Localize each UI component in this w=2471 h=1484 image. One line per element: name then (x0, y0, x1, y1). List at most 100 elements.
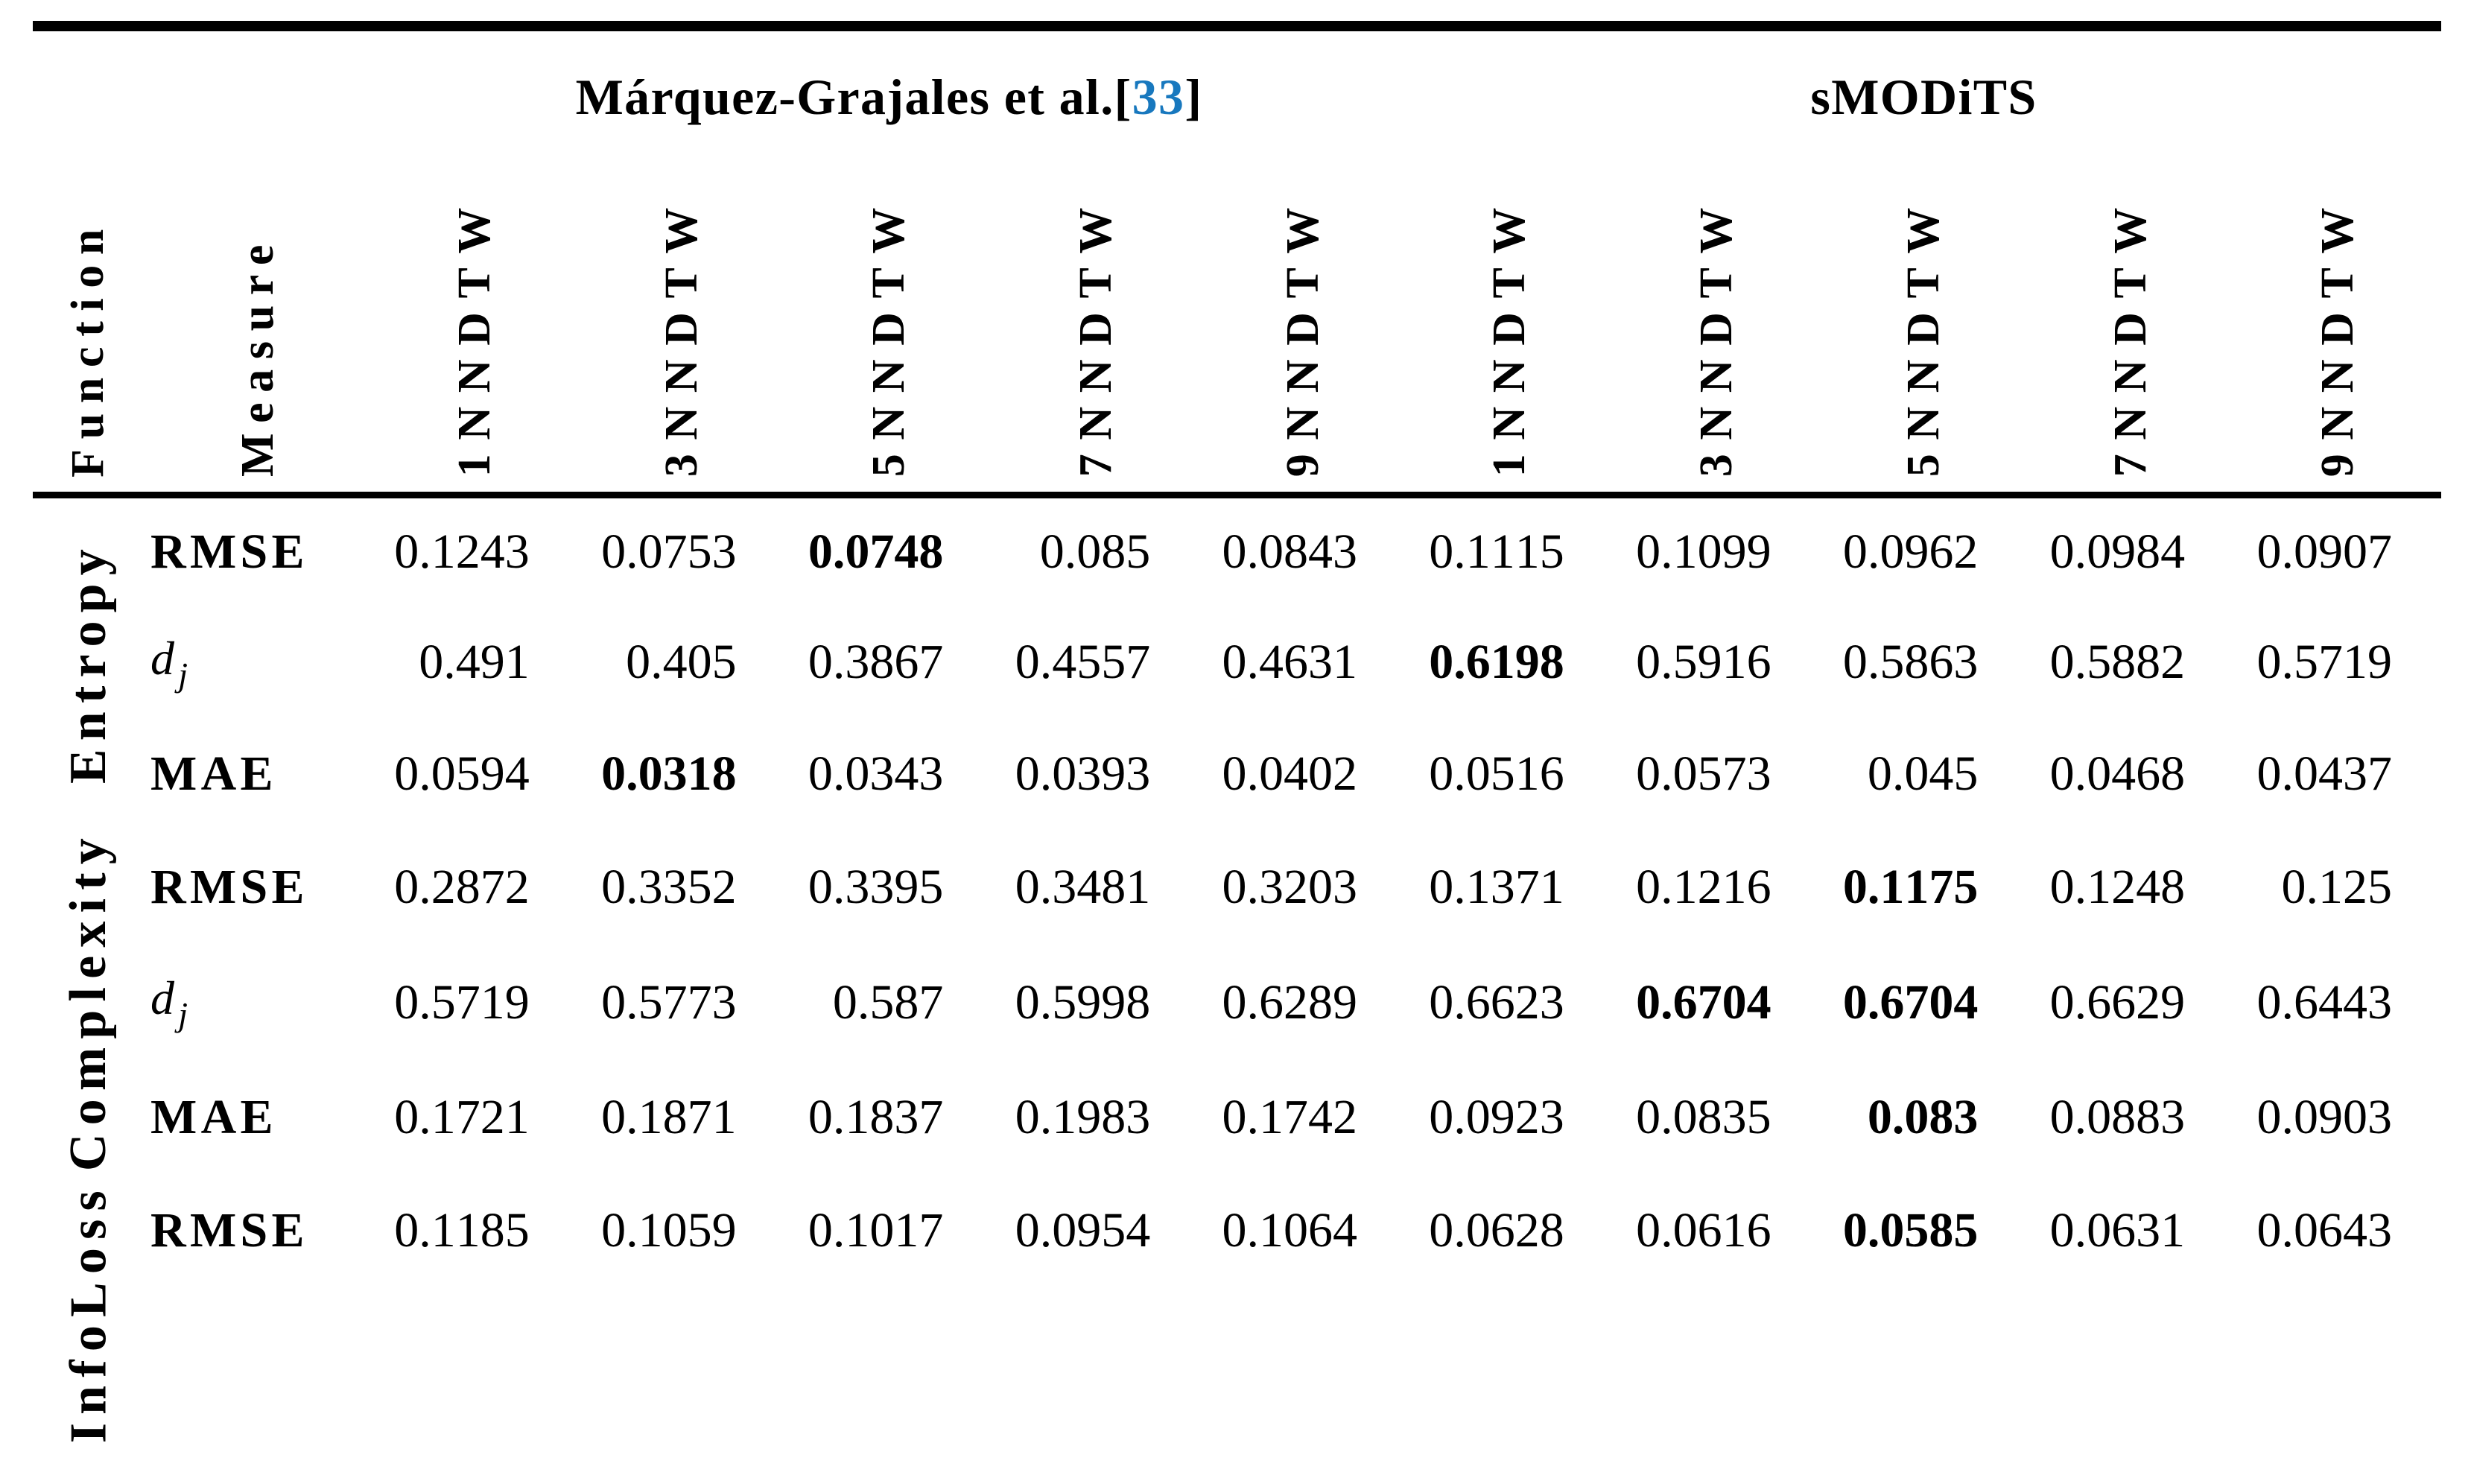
value-cell: 0.6629 (2049, 974, 2186, 1030)
value-cell: 0.125 (2281, 860, 2393, 915)
results-table: Márquez-Grajales et al.[33] sMODiTS Func… (33, 31, 2441, 1443)
value-cell: 0.5863 (1842, 635, 1979, 689)
value-cell: 0.1064 (1222, 1203, 1357, 1258)
value-cell: 0.6443 (2256, 974, 2393, 1030)
value-cell-best: 0.083 (1867, 1089, 1979, 1144)
value-cell: 0.4631 (1222, 635, 1357, 689)
value-cell: 0.1017 (808, 1203, 944, 1258)
value-cell: 0.0984 (2049, 524, 2186, 580)
value-cell: 0.0962 (1842, 524, 1979, 580)
value-cell: 0.0516 (1429, 746, 1564, 801)
value-cell: 0.1837 (808, 1089, 944, 1144)
value-cell: 0.0402 (1222, 746, 1357, 801)
group-header-marquez-label: Márquez-Grajales et al. (575, 68, 1114, 125)
value-cell: 0.5998 (1015, 974, 1151, 1030)
column-header-label: 5NNDTW (863, 194, 914, 478)
citation-link[interactable]: 33 (1132, 68, 1185, 125)
value-cell: 0.1059 (601, 1203, 737, 1258)
measure-column-header: Measure (145, 143, 372, 498)
column-header-label: 9NNDTW (2312, 194, 2363, 478)
value-cell: 0.6623 (1429, 974, 1564, 1030)
value-cell: 0.0343 (808, 746, 944, 801)
value-cell: 0.3867 (808, 635, 944, 689)
citation-bracket-close: ] (1184, 68, 1203, 125)
column-header-label: 3NNDTW (656, 194, 708, 478)
column-header-label: 7NNDTW (2104, 194, 2156, 478)
value-cell: 0.491 (419, 635, 530, 689)
measure-label-rmse: RMSE (150, 860, 308, 915)
column-header-7nndtw-mg: 7NNDTW (992, 143, 1200, 498)
column-header-label: 1NNDTW (449, 194, 501, 478)
value-cell: 0.1243 (394, 524, 530, 580)
column-header-3nndtw-smodits: 3NNDTW (1613, 143, 1821, 498)
value-cell: 0.3395 (808, 860, 944, 915)
value-cell: 0.5719 (394, 974, 530, 1030)
value-cell: 0.0643 (2256, 1203, 2393, 1258)
value-cell: 0.405 (626, 635, 737, 689)
table-row-infoloss-rmse: InfoLoss RMSE 0.1185 0.1059 0.1017 0.095… (33, 1175, 2441, 1443)
value-cell: 0.085 (1039, 524, 1151, 580)
table-row-complexity-mae: MAE 0.1721 0.1871 0.1837 0.1983 0.1742 0… (33, 1060, 2441, 1175)
value-cell-best: 0.6198 (1429, 635, 1564, 689)
measure-column-header-label: Measure (232, 235, 283, 478)
value-cell: 0.1742 (1222, 1089, 1357, 1144)
column-header-5nndtw-mg: 5NNDTW (785, 143, 993, 498)
value-cell: 0.0903 (2256, 1089, 2393, 1144)
column-header-7nndtw-smodits: 7NNDTW (2027, 143, 2235, 498)
function-column-header: Function (33, 143, 145, 498)
value-cell: 0.1871 (601, 1089, 737, 1144)
function-label-infoloss: InfoLoss (33, 1175, 145, 1443)
value-cell-best: 0.0318 (601, 746, 737, 801)
value-cell-best: 0.1175 (1842, 860, 1979, 915)
dj-base: d (150, 631, 179, 685)
column-header-label: 1NNDTW (1484, 194, 1535, 478)
value-cell: 0.0628 (1429, 1203, 1564, 1258)
value-cell: 0.0835 (1636, 1089, 1771, 1144)
value-cell: 0.0616 (1636, 1203, 1771, 1258)
measure-label-mae: MAE (150, 746, 277, 801)
function-label-entropy: Entropy (33, 495, 145, 830)
table-row-complexity-rmse: Complexity RMSE 0.2872 0.3352 0.3395 0.3… (33, 830, 2441, 1171)
value-cell: 0.0843 (1222, 524, 1357, 580)
dj-subscript: j (178, 995, 192, 1034)
value-cell: 0.0573 (1636, 746, 1771, 801)
value-cell: 0.1099 (1636, 524, 1771, 580)
value-cell: 0.5882 (2049, 635, 2186, 689)
column-header-9nndtw-mg: 9NNDTW (1199, 143, 1406, 498)
value-cell: 0.3352 (601, 860, 737, 915)
value-cell: 0.2872 (394, 860, 530, 915)
value-cell: 0.1983 (1015, 1089, 1151, 1144)
measure-label-rmse: RMSE (150, 1203, 308, 1258)
table-row-complexity-dj: dj 0.5719 0.5773 0.587 0.5998 0.6289 0.6… (33, 945, 2441, 1059)
group-header-marquez: Márquez-Grajales et al.[33] (372, 31, 1406, 143)
measure-label-dj: dj (145, 606, 372, 718)
dj-subscript: j (178, 656, 192, 694)
table-row-entropy-mae: MAE 0.0594 0.0318 0.0343 0.0393 0.0402 0… (33, 718, 2441, 830)
measure-label-rmse: RMSE (150, 524, 308, 580)
corner-spacer (33, 31, 372, 143)
column-header-1nndtw-smodits: 1NNDTW (1406, 143, 1614, 498)
dj-base: d (150, 971, 179, 1025)
table-row-entropy-rmse: Entropy RMSE 0.1243 0.0753 0.0748 0.085 … (33, 495, 2441, 784)
value-cell: 0.0393 (1015, 746, 1151, 801)
table-body: Entropy RMSE 0.1243 0.0753 0.0748 0.085 … (33, 495, 2441, 1443)
value-cell-best: 0.0585 (1842, 1203, 1979, 1258)
value-cell-best: 0.6704 (1842, 974, 1979, 1030)
value-cell: 0.587 (832, 974, 944, 1030)
column-header-label: 3NNDTW (1691, 194, 1742, 478)
group-header-row: Márquez-Grajales et al.[33] sMODiTS (33, 31, 2441, 143)
column-header-5nndtw-smodits: 5NNDTW (1820, 143, 2028, 498)
value-cell: 0.045 (1867, 746, 1979, 801)
table-row-entropy-dj: dj 0.491 0.405 0.3867 0.4557 0.4631 0.61… (33, 606, 2441, 718)
group-header-smodits: sMODiTS (1810, 68, 2037, 125)
value-cell: 0.3203 (1222, 860, 1357, 915)
table-header: Márquez-Grajales et al.[33] sMODiTS Func… (33, 31, 2441, 498)
function-label: Entropy (60, 540, 118, 784)
value-cell: 0.1115 (1429, 524, 1564, 580)
measure-label-dj: dj (145, 945, 372, 1059)
function-label: Complexity (60, 830, 118, 1172)
value-cell: 0.4557 (1015, 635, 1151, 689)
column-header-label: 7NNDTW (1070, 194, 1121, 478)
value-cell-best: 0.0748 (808, 524, 944, 580)
